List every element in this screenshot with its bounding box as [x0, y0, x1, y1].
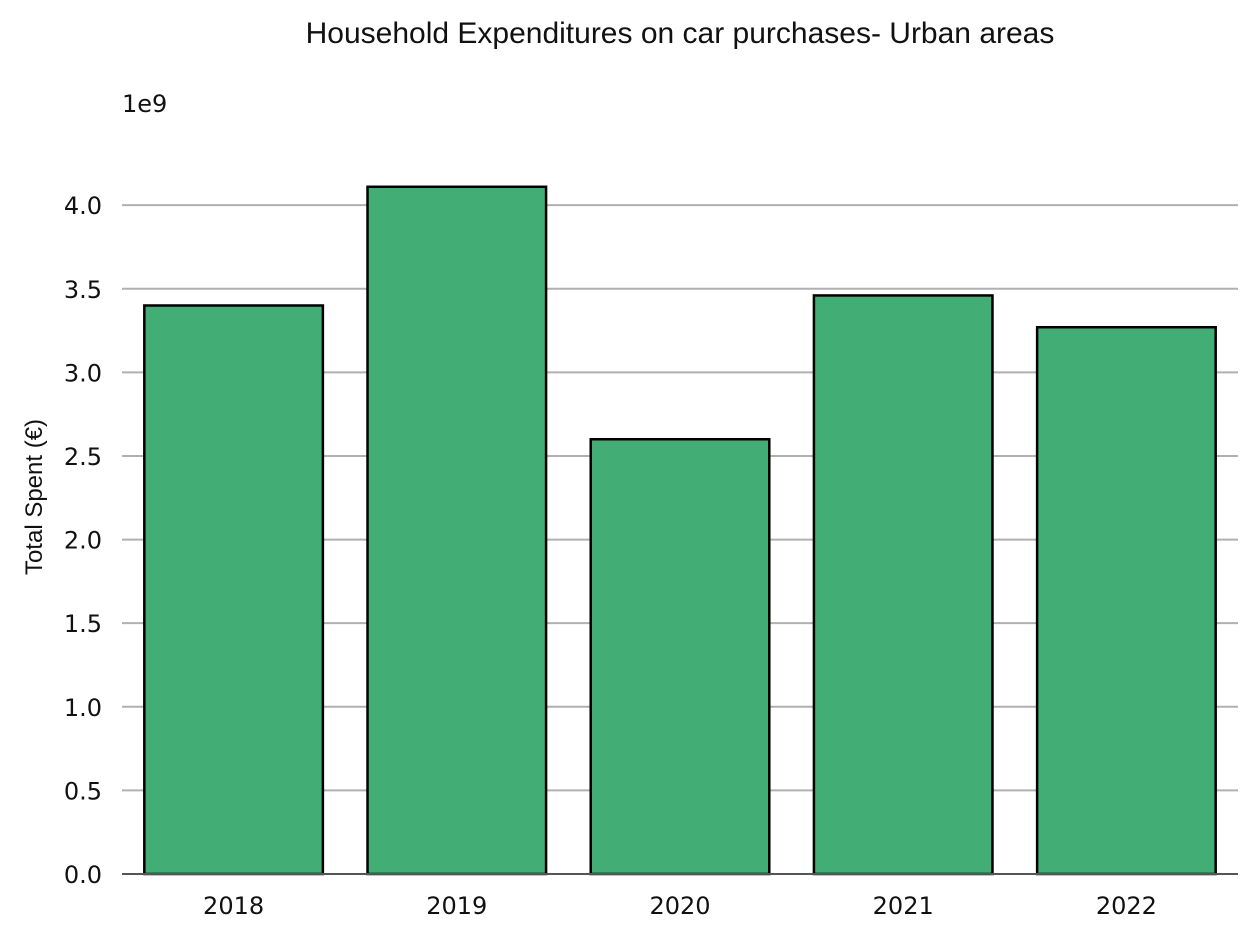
bar-2022 [1035, 325, 1217, 876]
y-tick-label: 0.0 [64, 861, 102, 889]
y-axis-label: Total Spent (€) [21, 419, 48, 575]
bars [143, 185, 1217, 876]
x-tick-label: 2019 [426, 892, 487, 920]
bar-2021 [812, 294, 994, 876]
y-tick-label: 3.5 [64, 276, 102, 304]
bar-2019 [366, 185, 548, 876]
y-tick-label: 3.0 [64, 359, 102, 387]
y-tick-label: 2.0 [64, 527, 102, 555]
y-tick-label: 1.0 [64, 694, 102, 722]
y-axis-offset-label: 1e9 [122, 90, 167, 118]
y-tick-labels: 0.0 0.5 1.0 1.5 2.0 2.5 3.0 3.5 4.0 [64, 192, 102, 889]
x-tick-label: 2022 [1096, 892, 1157, 920]
bar-2020 [589, 438, 771, 876]
y-tick-label: 2.5 [64, 443, 102, 471]
x-tick-label: 2018 [203, 892, 264, 920]
y-tick-label: 1.5 [64, 610, 102, 638]
y-tick-label: 4.0 [64, 192, 102, 220]
chart-title: Household Expenditures on car purchases-… [306, 17, 1055, 50]
bar-2018 [143, 304, 325, 876]
x-tick-labels: 2018 2019 2020 2021 2022 [203, 892, 1157, 920]
x-tick-label: 2020 [649, 892, 710, 920]
y-tick-label: 0.5 [64, 777, 102, 805]
x-tick-label: 2021 [873, 892, 934, 920]
